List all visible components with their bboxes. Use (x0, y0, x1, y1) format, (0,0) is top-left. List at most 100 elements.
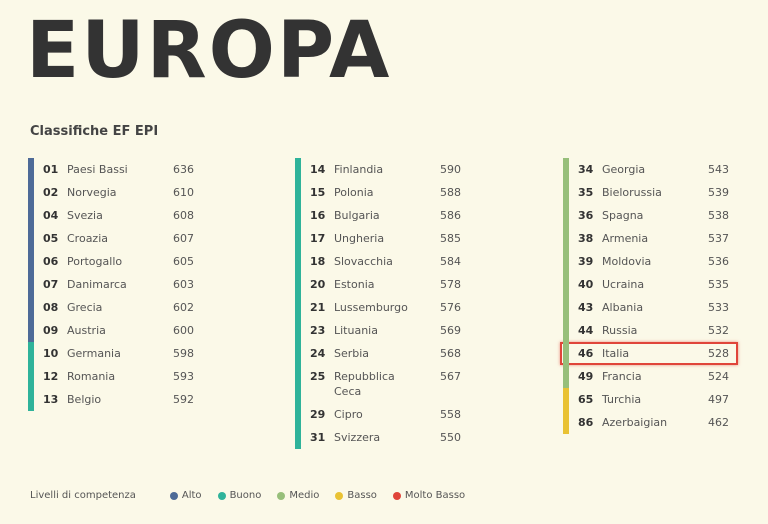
legend-label: Molto Basso (404, 490, 466, 501)
rank-number: 15 (310, 186, 326, 199)
country-name: Francia (602, 370, 642, 383)
page-title: EUROPA (26, 6, 392, 96)
country-name: Armenia (602, 232, 649, 245)
legend: Livelli di competenza Alto Buono Medio Bass… (30, 490, 481, 501)
score-value: 602 (173, 301, 194, 314)
rank-number: 05 (43, 232, 59, 245)
rank-number: 17 (310, 232, 326, 245)
score-value: 590 (440, 163, 461, 176)
score-value: 533 (708, 301, 729, 314)
level-bar-buono (28, 342, 34, 411)
rank-number: 35 (578, 186, 594, 199)
rank-number: 01 (43, 163, 59, 176)
country-name: Germania (67, 347, 121, 360)
rank-number: 46 (578, 347, 594, 360)
rank-number: 36 (578, 209, 594, 222)
rank-number: 18 (310, 255, 326, 268)
country-name: Portogallo (67, 255, 123, 268)
country-name: Danimarca (67, 278, 127, 291)
rank-number: 20 (310, 278, 326, 291)
rank-number: 34 (578, 163, 594, 176)
rank-number: 02 (43, 186, 59, 199)
country-name: Grecia (67, 301, 103, 314)
legend-item: Molto Basso (392, 490, 466, 501)
rank-number: 40 (578, 278, 594, 291)
country-name: Serbia (334, 347, 370, 360)
score-value: 592 (173, 393, 194, 406)
score-value: 585 (440, 232, 461, 245)
country-name: Russia (602, 324, 638, 337)
score-value: 539 (708, 186, 729, 199)
legend-label: Alto (181, 490, 202, 501)
legend-dot-icon (169, 491, 178, 500)
rank-number: 38 (578, 232, 594, 245)
score-value: 497 (708, 393, 729, 406)
score-value: 584 (440, 255, 461, 268)
score-value: 462 (708, 416, 729, 429)
country-name: Ungheria (334, 232, 385, 245)
rank-number: 07 (43, 278, 59, 291)
legend-dot-icon (392, 491, 401, 500)
rank-number: 25 (310, 370, 326, 383)
rank-number: 86 (578, 416, 594, 429)
score-value: 550 (440, 431, 461, 444)
rank-number: 13 (43, 393, 59, 406)
country-name: Slovacchia (334, 255, 393, 268)
legend-item: Basso (335, 490, 377, 501)
score-value: 607 (173, 232, 194, 245)
score-value: 603 (173, 278, 194, 291)
score-value: 569 (440, 324, 461, 337)
score-value: 598 (173, 347, 194, 360)
score-value: 608 (173, 209, 194, 222)
legend-dot-icon (217, 491, 226, 500)
legend-label: Medio (289, 490, 320, 501)
rank-number: 14 (310, 163, 326, 176)
score-value: 567 (440, 370, 461, 383)
country-name: Svizzera (334, 431, 381, 444)
country-name: Svezia (67, 209, 103, 222)
legend-item: Alto (169, 490, 202, 501)
rank-number: 29 (310, 408, 326, 421)
score-value: 535 (708, 278, 729, 291)
rank-number: 04 (43, 209, 59, 222)
legend-label: Basso (347, 490, 377, 501)
level-bar-alto (28, 158, 34, 342)
score-value: 543 (708, 163, 729, 176)
country-name: Estonia (334, 278, 375, 291)
country-name: Moldovia (602, 255, 652, 268)
score-value: 528 (708, 347, 729, 360)
country-name: Finlandia (334, 163, 384, 176)
rank-number: 12 (43, 370, 59, 383)
score-value: 610 (173, 186, 194, 199)
country-name: Turchia (602, 393, 642, 406)
rank-number: 10 (43, 347, 59, 360)
score-value: 576 (440, 301, 461, 314)
rank-number: 43 (578, 301, 594, 314)
level-bar-basso (563, 388, 569, 434)
rank-number: 21 (310, 301, 326, 314)
country-name: Bielorussia (602, 186, 662, 199)
country-name: Austria (67, 324, 106, 337)
country-name: Albania (602, 301, 644, 314)
rank-number: 39 (578, 255, 594, 268)
country-name: Norvegia (67, 186, 117, 199)
level-bar-medio (563, 158, 569, 388)
country-name: Paesi Bassi (67, 163, 128, 176)
country-name: Azerbaigian (602, 416, 668, 429)
country-name: Georgia (602, 163, 646, 176)
score-value: 558 (440, 408, 461, 421)
country-name: Croazia (67, 232, 109, 245)
score-value: 536 (708, 255, 729, 268)
score-value: 537 (708, 232, 729, 245)
rank-number: 44 (578, 324, 594, 337)
legend-item: Medio (277, 490, 319, 501)
country-name: Belgio (67, 393, 102, 406)
legend-title: Livelli di competenza (30, 490, 136, 501)
legend-dot-icon (277, 491, 286, 500)
country-name: Lituania (334, 324, 378, 337)
country-name: Lussemburgo (334, 301, 408, 314)
legend-dot-icon (335, 491, 344, 500)
rank-number: 16 (310, 209, 326, 222)
score-value: 600 (173, 324, 194, 337)
country-name: Italia (602, 347, 630, 360)
